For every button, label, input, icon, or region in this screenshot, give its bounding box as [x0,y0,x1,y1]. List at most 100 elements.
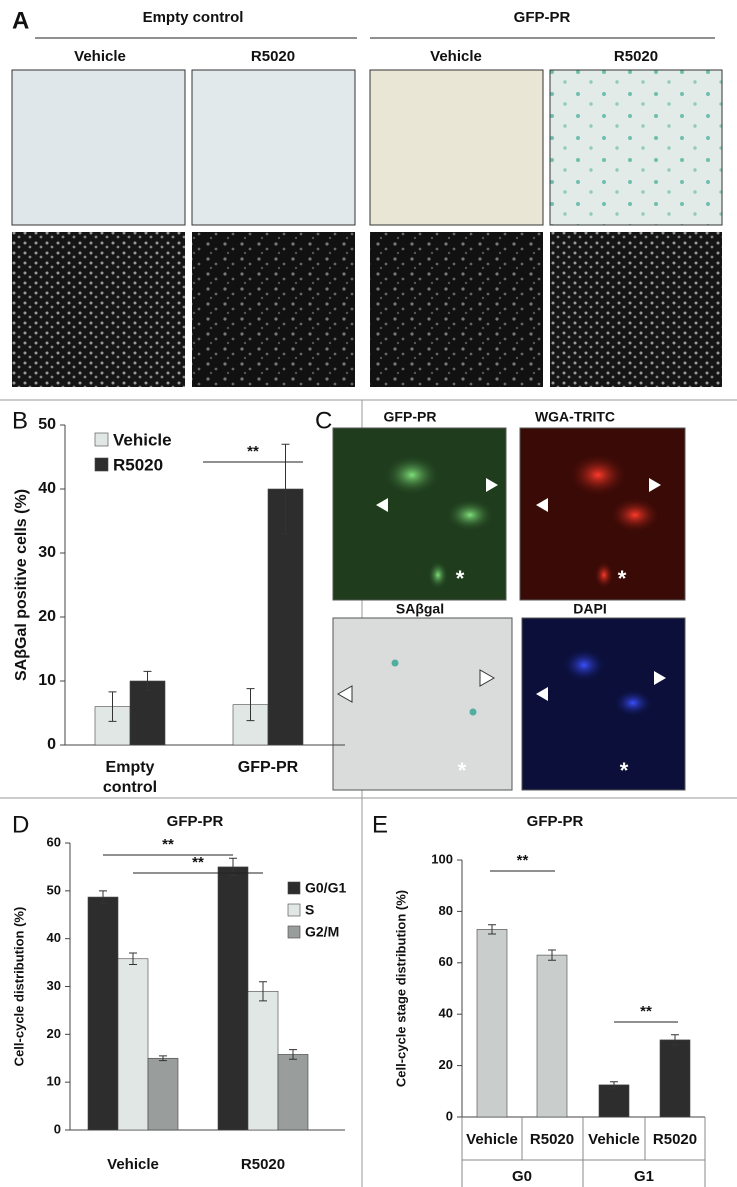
panel-label: E [372,811,388,838]
marker: * [458,758,467,783]
error-bar [159,1055,167,1062]
micrograph [191,69,356,226]
panel-label: D [12,811,29,838]
arrowhead [479,669,496,687]
micrograph [11,69,186,226]
y-tick-label: 10 [38,672,56,689]
y-tick-label: 0 [446,1108,453,1123]
column-label: R5020 [614,48,658,65]
error-bar [259,981,267,1002]
x-tick-label: R5020 [653,1131,697,1148]
y-axis-label: Cell-cycle distribution (%) [11,907,26,1067]
column-label: R5020 [251,48,295,65]
error-bar [129,952,137,965]
chart-title: GFP-PR [167,813,224,830]
micrograph [369,69,544,226]
legend-swatch [94,457,109,472]
cell [428,561,448,589]
y-axis-label: Cell-cycle stage distribution (%) [393,890,408,1087]
bar [598,1084,630,1118]
legend-label: G2/M [305,924,339,940]
panel-c: C GFP-PR WGA-TRITC SAβgal DAPI * * * * [315,407,686,791]
x-tick-label: Vehicle [466,1131,518,1148]
x-tick-label: Vehicle [107,1156,159,1173]
arrowhead [376,498,388,512]
column-label: Vehicle [430,48,482,65]
x-tick-label: R5020 [530,1131,574,1148]
bar [536,954,568,1118]
cell [446,499,494,531]
significance-label: ** [517,852,529,869]
x-tick-label: Empty control [103,759,157,796]
bar [277,1054,309,1131]
arrowhead [536,687,548,701]
column-label: Vehicle [74,48,126,65]
y-tick-label: 50 [38,416,56,433]
arrowhead [486,478,498,492]
y-tick-label: 50 [47,882,61,897]
group-label: Empty control [143,9,244,26]
y-tick-label: 20 [38,608,56,625]
bar [129,680,166,746]
bar [117,958,149,1131]
x-tick-label-text: GFP-PR [237,759,299,776]
legend-label: S [305,902,314,918]
significance-label: ** [247,443,259,460]
bar [659,1039,691,1118]
cell [609,497,661,533]
y-tick-label: 30 [38,544,56,561]
cell [469,708,477,716]
cell [613,689,653,717]
error-bar [99,890,107,904]
channel-label: GFP-PR [384,409,437,425]
cell [384,455,440,495]
y-tick-label: 100 [431,851,453,866]
cell [562,648,606,682]
error-bar [289,1049,297,1060]
panel-label: A [12,7,29,34]
y-tick-label: 40 [439,1006,453,1021]
panel-a: A Empty control GFP-PR Vehicle R5020 Veh… [11,7,723,387]
y-tick-label: 30 [47,978,61,993]
x-tick-label: R5020 [241,1156,285,1173]
legend-swatch [287,881,301,895]
marker: * [456,566,465,591]
group-label: GFP-PR [514,9,571,26]
y-tick-label: 40 [47,930,61,945]
legend-swatch [287,903,301,917]
cell [391,659,399,667]
significance-label: ** [640,1003,652,1020]
chart-title: GFP-PR [527,813,584,830]
cell [594,561,614,589]
micrograph [370,232,543,387]
channel-label: DAPI [573,601,606,617]
error-bar [143,670,152,692]
legend-label: Vehicle [113,430,172,449]
arrowhead [654,671,666,685]
error-bar [548,949,556,961]
error-bar [488,924,496,935]
marker: * [620,758,629,783]
marker: * [618,566,627,591]
micrograph [12,232,185,387]
legend-label: G0/G1 [305,880,346,896]
significance-label: ** [162,836,174,853]
bar [217,866,249,1131]
error-bar [108,691,117,722]
cell [568,453,628,497]
micrograph [550,232,722,387]
arrowhead [536,498,548,512]
y-tick-label: 40 [38,480,56,497]
channel-label: SAβgal [396,601,444,617]
micrograph [332,617,513,791]
panel-label: C [315,407,332,434]
legend-label: R5020 [113,455,163,474]
arrowhead [336,685,353,703]
x-tick-label: Vehicle [588,1131,640,1148]
y-tick-label: 20 [439,1057,453,1072]
error-bar [610,1081,618,1089]
significance-label: ** [192,854,204,871]
micrograph [549,69,723,226]
micrograph [521,617,686,791]
